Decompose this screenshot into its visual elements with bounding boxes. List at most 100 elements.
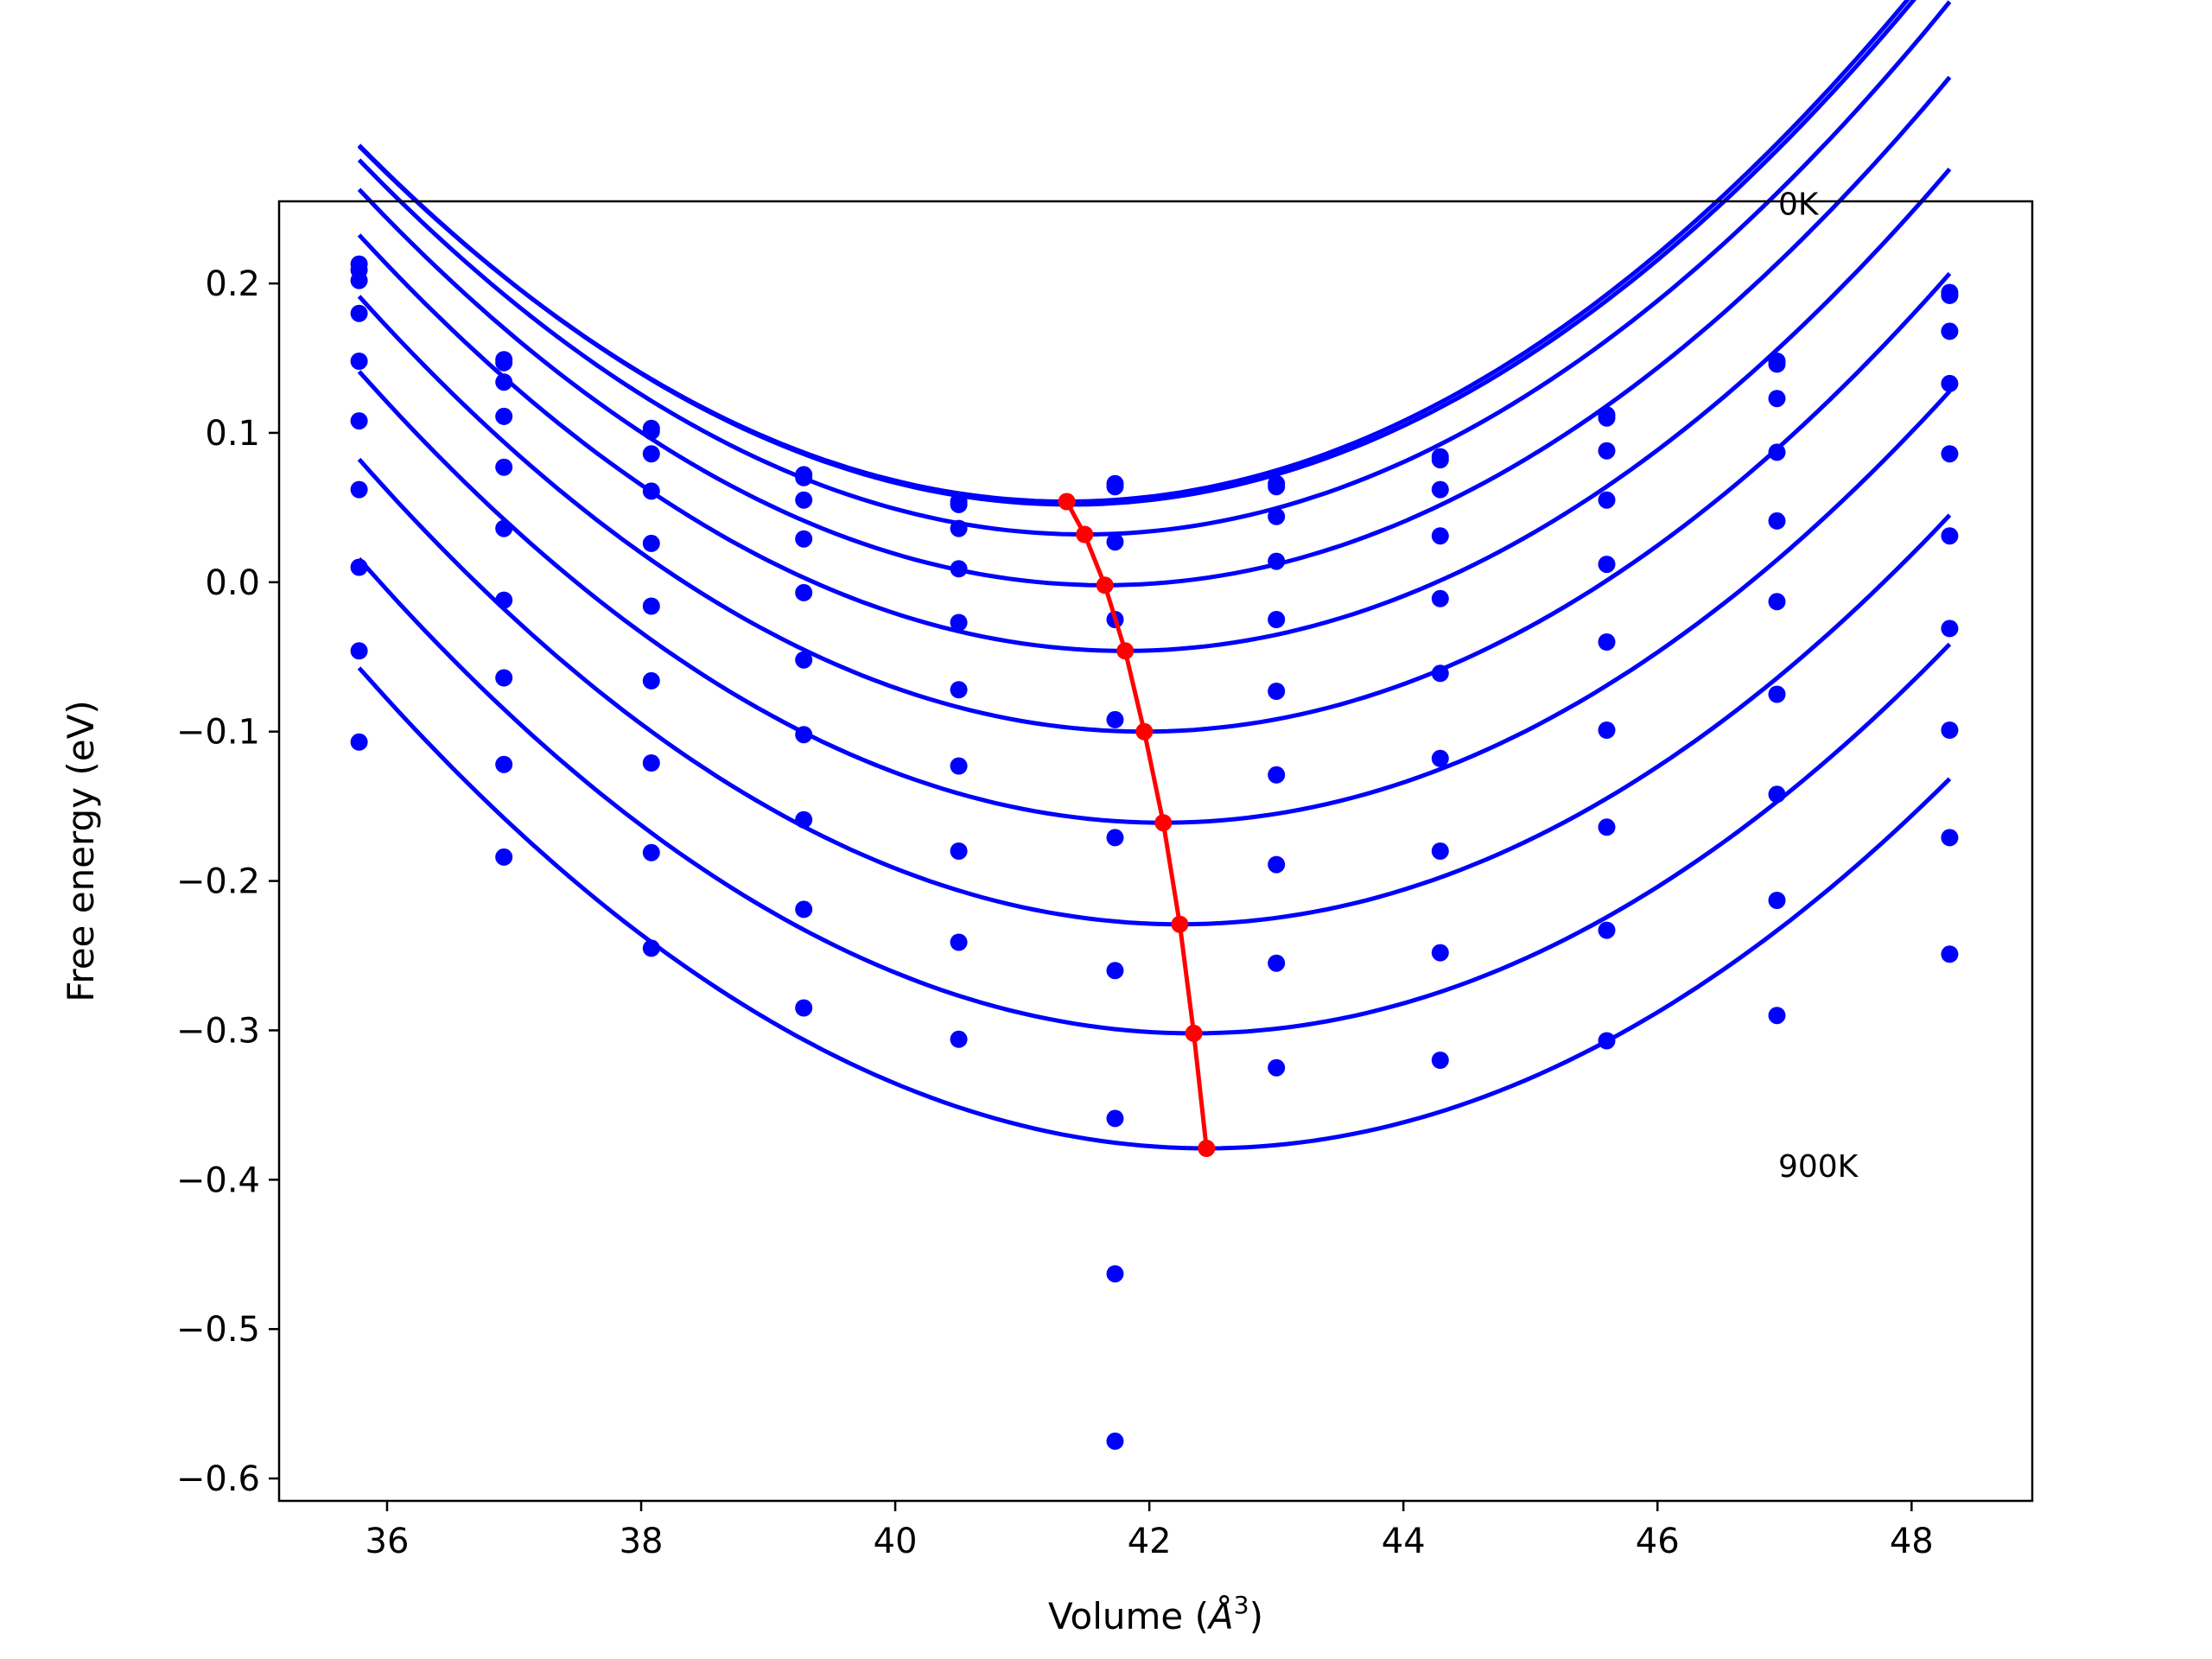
data-point-9-5 — [1106, 1432, 1124, 1450]
y-tick-label-6: −0.4 — [176, 1160, 260, 1200]
fit-curve-3 — [357, 75, 1952, 588]
data-point-5-3 — [795, 651, 813, 669]
data-point-2-3 — [795, 491, 813, 509]
data-point-2-9 — [1768, 390, 1786, 408]
data-point-1-10 — [1941, 286, 1959, 304]
x-tick-label-1: 38 — [620, 1522, 664, 1561]
data-point-5-8 — [1598, 633, 1616, 651]
data-point-4-4 — [950, 613, 968, 632]
fit-curve-9 — [357, 666, 1952, 1151]
axes-frame — [277, 200, 2034, 1503]
data-point-7-4 — [950, 842, 968, 860]
data-point-4-0 — [350, 353, 368, 370]
data-point-7-2 — [642, 754, 660, 772]
minima-point-5 — [1154, 814, 1173, 832]
minima-point-0 — [1058, 493, 1076, 511]
data-point-4-1 — [495, 458, 513, 476]
data-point-6-10 — [1941, 620, 1959, 638]
data-point-5-10 — [1941, 527, 1959, 545]
fit-curves — [357, 0, 1952, 1151]
x-tick-label-3: 42 — [1128, 1522, 1172, 1561]
data-point-6-1 — [495, 591, 513, 609]
data-point-6-4 — [950, 757, 968, 775]
fit-curve-2 — [357, 0, 1952, 537]
x-tick-label-5: 46 — [1636, 1522, 1680, 1561]
data-point-4-8 — [1598, 556, 1616, 574]
data-point-8-5 — [1106, 1265, 1124, 1283]
data-point-8-9 — [1768, 892, 1786, 909]
data-point-4-3 — [795, 583, 813, 601]
data-point-8-2 — [642, 843, 660, 861]
data-point-9-0 — [350, 733, 368, 751]
fit-curve-4 — [357, 167, 1952, 653]
data-point-8-8 — [1598, 921, 1616, 939]
data-point-2-7 — [1431, 480, 1449, 499]
data-point-4-5 — [1106, 710, 1124, 728]
data-point-8-1 — [495, 755, 513, 773]
data-point-8-0 — [350, 642, 368, 660]
data-point-2-0 — [350, 271, 368, 289]
y-tick-label-4: −0.2 — [176, 862, 260, 902]
minima-point-6 — [1171, 915, 1189, 933]
data-point-2-1 — [495, 373, 513, 391]
data-point-5-4 — [950, 681, 968, 699]
x-axis-label-symbol: Å — [1206, 1594, 1234, 1637]
data-point-1-1 — [495, 353, 513, 372]
data-point-3-2 — [642, 482, 660, 500]
data-point-4-9 — [1768, 512, 1786, 530]
data-point-7-9 — [1768, 785, 1786, 804]
data-point-3-6 — [1268, 552, 1286, 570]
data-point-6-9 — [1768, 685, 1786, 703]
minima-point-3 — [1116, 642, 1135, 660]
data-point-2-10 — [1941, 322, 1959, 340]
data-point-8-3 — [795, 900, 813, 918]
fit-curve-7 — [357, 457, 1952, 927]
x-tick-label-0: 36 — [365, 1522, 410, 1561]
annotations: 0K 900K — [1778, 188, 1859, 1185]
data-point-9-10 — [1941, 945, 1959, 963]
data-point-4-6 — [1268, 611, 1286, 628]
data-point-1-3 — [795, 468, 813, 486]
data-point-3-0 — [350, 304, 368, 322]
y-tick-label-5: −0.3 — [176, 1011, 260, 1051]
data-point-2-4 — [950, 519, 968, 537]
data-point-5-5 — [1106, 829, 1124, 847]
data-point-5-9 — [1768, 593, 1786, 611]
data-point-7-3 — [795, 810, 813, 829]
data-point-6-7 — [1431, 749, 1449, 767]
data-points — [350, 255, 1959, 1450]
data-point-3-10 — [1941, 374, 1959, 392]
annotation-1: 900K — [1778, 1149, 1859, 1185]
data-point-6-5 — [1106, 962, 1124, 980]
y-tick-label-7: −0.5 — [176, 1310, 260, 1350]
data-point-8-7 — [1431, 944, 1449, 962]
data-point-9-9 — [1768, 1007, 1786, 1025]
data-point-4-2 — [642, 534, 660, 552]
x-axis-label-main: Volume ( — [1048, 1595, 1209, 1637]
y-tick-label-3: −0.1 — [176, 713, 260, 753]
minima-point-7 — [1185, 1024, 1203, 1042]
x-tick-label-2: 40 — [874, 1522, 918, 1561]
minima-point-4 — [1135, 722, 1154, 741]
data-point-7-1 — [495, 669, 513, 687]
data-point-1-7 — [1431, 451, 1449, 469]
data-point-2-2 — [642, 445, 660, 463]
data-point-3-3 — [795, 530, 813, 548]
data-point-8-6 — [1268, 954, 1286, 972]
data-point-7-5 — [1106, 1109, 1124, 1128]
data-point-7-7 — [1431, 842, 1449, 860]
y-tick-label-8: −0.6 — [176, 1459, 260, 1499]
data-point-3-4 — [950, 560, 968, 578]
x-axis-ticks: 36 38 40 42 44 46 48 — [365, 1501, 1934, 1561]
x-axis-label: Volume (Å3) — [1048, 1591, 1263, 1637]
data-point-7-6 — [1268, 855, 1286, 874]
data-point-6-6 — [1268, 766, 1286, 784]
data-point-9-8 — [1598, 1032, 1616, 1050]
data-point-8-4 — [950, 933, 968, 951]
plot-area — [277, 0, 2034, 1503]
data-point-5-6 — [1268, 683, 1286, 700]
data-point-3-9 — [1768, 443, 1786, 461]
data-point-9-7 — [1431, 1052, 1449, 1069]
minima-point-8 — [1198, 1140, 1216, 1157]
